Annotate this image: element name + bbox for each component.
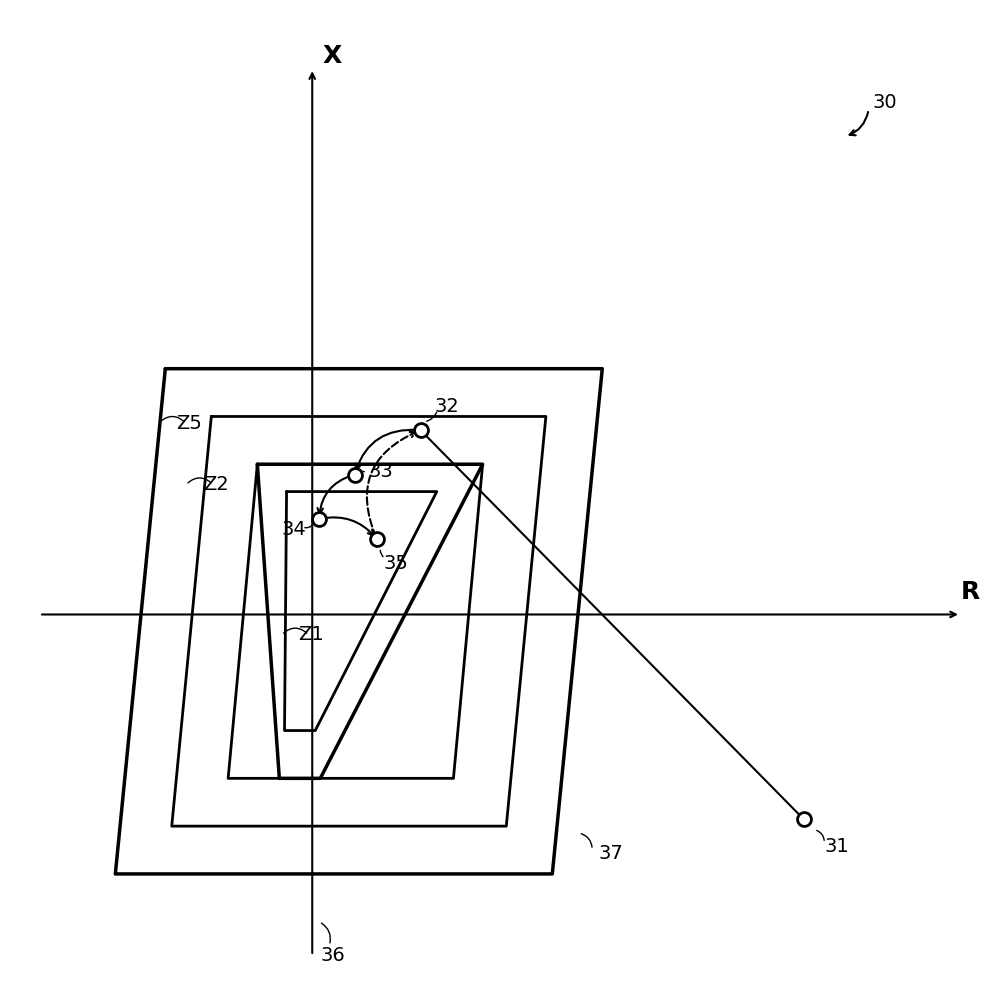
Text: 30: 30 (872, 93, 897, 112)
Text: 36: 36 (320, 946, 345, 965)
Text: 32: 32 (434, 397, 459, 416)
Text: 34: 34 (282, 520, 306, 539)
Text: X: X (322, 45, 342, 68)
Text: Z5: Z5 (176, 414, 202, 433)
Text: 33: 33 (368, 461, 393, 480)
Text: Z2: Z2 (203, 475, 229, 494)
Text: R: R (961, 580, 980, 604)
Text: 37: 37 (599, 843, 624, 863)
Text: Z1: Z1 (299, 626, 324, 644)
Text: 35: 35 (384, 553, 409, 573)
Text: 31: 31 (824, 838, 849, 856)
